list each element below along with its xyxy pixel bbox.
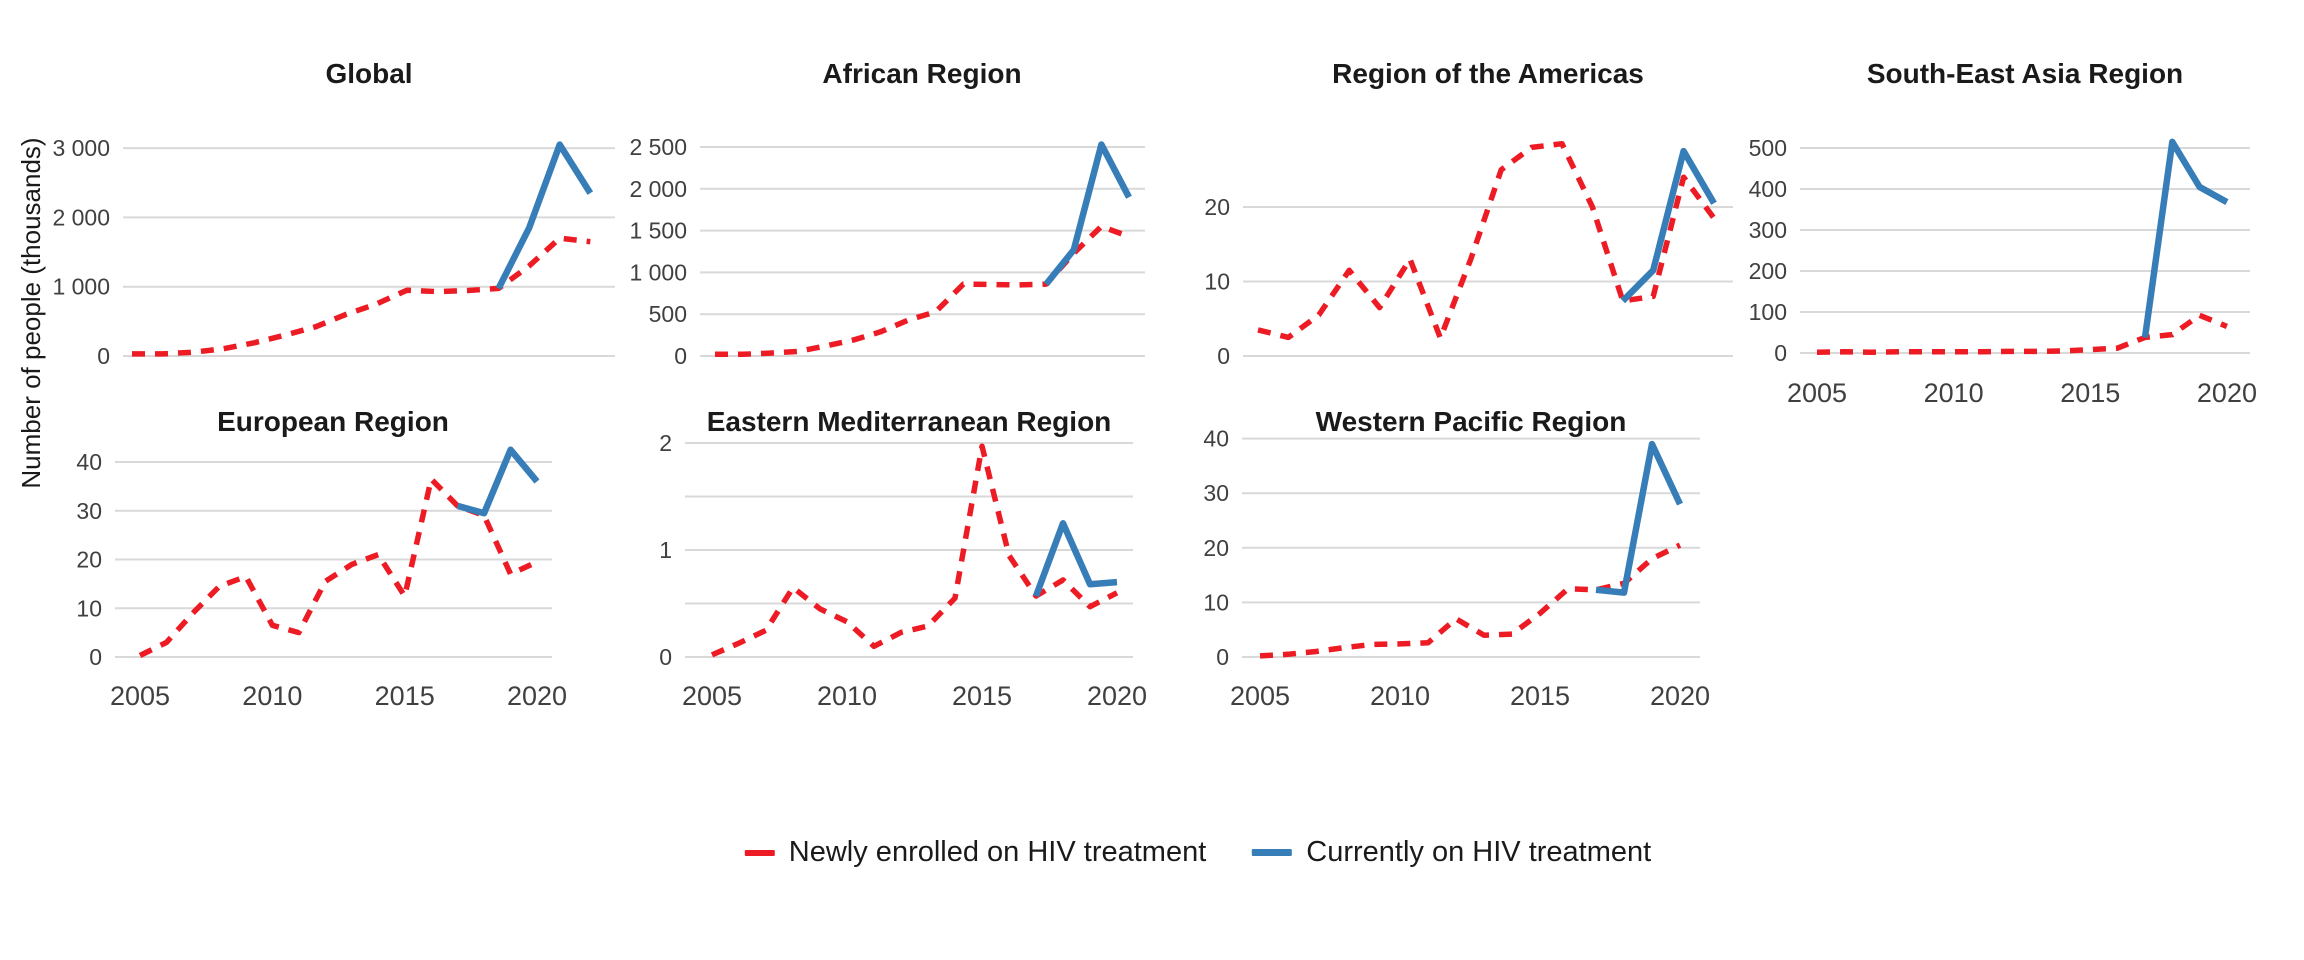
global-currently-on-treatment-line (495, 141, 594, 290)
x-tick-label: 2005 (1787, 378, 1847, 408)
panel-region-of-the-americas: 0 10 20 (1204, 140, 1733, 369)
x-tick-label: 2015 (375, 681, 435, 711)
y-tick-label: 500 (649, 301, 687, 327)
y-tick-label: 10 (1203, 589, 1229, 615)
y-axis-title: Number of people (thousands) (16, 137, 46, 489)
x-tick-label: 2020 (1087, 681, 1147, 711)
panel-south-east-asia-region: 0 100 200 300 400 500 2005 2010 2015 2020 (1749, 135, 2257, 408)
region-of-the-americas-currently-on-treatment-line (1620, 147, 1717, 304)
x-tick-label: 2005 (1230, 681, 1290, 711)
newly-enrolled-dashed-line-icon (744, 849, 775, 856)
x-tick-label: 2005 (110, 681, 170, 711)
panel-title-south-east-asia-region: South-East Asia Region (1866, 58, 2184, 89)
x-tick-label: 2010 (817, 681, 877, 711)
panel-western-pacific-region: 0 10 20 30 40 2005 2010 2015 2020 (1203, 426, 1710, 711)
y-tick-label: 20 (1204, 194, 1230, 220)
y-tick-label: 0 (1217, 343, 1230, 369)
legend-label-newly: Newly enrolled on HIV treatment (788, 836, 1207, 868)
y-tick-label: 30 (1203, 480, 1229, 506)
y-tick-label: 0 (97, 343, 110, 369)
y-tick-label: 500 (1749, 135, 1787, 161)
x-tick-label: 2020 (2197, 378, 2257, 408)
y-tick-label: 0 (1216, 644, 1229, 670)
y-tick-label: 0 (1774, 340, 1787, 366)
y-tick-label: 2 000 (629, 176, 687, 202)
legend-label-currently: Currently on HIV treatment (1306, 836, 1652, 868)
y-tick-label: 0 (674, 343, 687, 369)
y-tick-label: 2 000 (52, 204, 110, 230)
western-pacific-region-currently-on-treatment-line (1595, 440, 1683, 596)
panel-eastern-mediterranean-region: 0 1 2 2005 2010 2015 2020 (659, 430, 1147, 711)
currently-on-treatment-solid-line-icon (1252, 849, 1293, 856)
x-tick-label: 2015 (952, 681, 1012, 711)
region-of-the-americas-newly-enrolled-line (1257, 140, 1717, 341)
european-region-currently-on-treatment-line (456, 446, 540, 517)
y-tick-label: 40 (76, 449, 102, 475)
legend-item-currently: Currently on HIV treatment (1252, 836, 1651, 869)
panel-european-region: 0 10 20 30 40 2005 2010 2015 2020 (76, 446, 567, 711)
x-tick-label: 2010 (1370, 681, 1430, 711)
legend: Newly enrolled on HIV treatment Currentl… (744, 836, 1651, 869)
panel-title-eastern-mediterranean-region: Eastern Mediterranean Region (706, 406, 1112, 437)
african-region-newly-enrolled-line (715, 223, 1130, 358)
panel-title-african-region: African Region (822, 58, 1022, 89)
y-tick-label: 2 (659, 430, 672, 456)
panel-title-region-of-the-americas: Region of the Americas (1332, 58, 1644, 89)
south-east-asia-region-currently-on-treatment-line (2141, 138, 2229, 338)
y-tick-label: 400 (1749, 176, 1787, 202)
eastern-mediterranean-region-newly-enrolled-line (710, 443, 1119, 658)
y-tick-label: 10 (76, 595, 102, 621)
y-tick-label: 40 (1203, 426, 1229, 452)
y-tick-label: 20 (76, 547, 102, 573)
x-tick-label: 2010 (1924, 378, 1984, 408)
x-tick-label: 2020 (1650, 681, 1710, 711)
x-tick-label: 2020 (507, 681, 567, 711)
y-tick-label: 2 500 (629, 134, 687, 160)
y-tick-label: 1 000 (629, 259, 687, 285)
panel-title-european-region: European Region (217, 406, 449, 437)
y-tick-label: 200 (1749, 258, 1787, 284)
panel-african-region: 0 500 1 000 1 500 2 000 2 500 (629, 134, 1145, 369)
y-tick-label: 1 000 (52, 274, 110, 300)
x-tick-label: 2015 (1510, 681, 1570, 711)
legend-item-newly: Newly enrolled on HIV treatment (744, 836, 1207, 869)
panel-global: 0 1 000 2 000 3 000 (52, 135, 615, 369)
y-tick-label: 10 (1204, 269, 1230, 295)
y-tick-label: 1 (659, 537, 672, 563)
x-tick-label: 2015 (2060, 378, 2120, 408)
y-tick-label: 0 (89, 644, 102, 670)
y-tick-label: 100 (1749, 299, 1787, 325)
african-region-currently-on-treatment-line (1043, 141, 1132, 287)
eastern-mediterranean-region-currently-on-treatment-line (1032, 520, 1118, 598)
western-pacific-region-newly-enrolled-line (1259, 542, 1682, 659)
y-tick-label: 0 (659, 644, 672, 670)
y-tick-label: 30 (76, 498, 102, 524)
panel-title-western-pacific-region: Western Pacific Region (1315, 406, 1627, 437)
x-tick-label: 2005 (682, 681, 742, 711)
south-east-asia-region-newly-enrolled-line (1816, 312, 2228, 355)
y-tick-label: 20 (1203, 535, 1229, 561)
y-tick-label: 1 500 (629, 218, 687, 244)
y-tick-label: 3 000 (52, 135, 110, 161)
european-region-newly-enrolled-line (138, 476, 539, 658)
panel-title-global: Global (325, 58, 413, 89)
y-tick-label: 300 (1749, 217, 1787, 243)
x-tick-label: 2010 (242, 681, 302, 711)
global-newly-enrolled-line (132, 235, 591, 357)
